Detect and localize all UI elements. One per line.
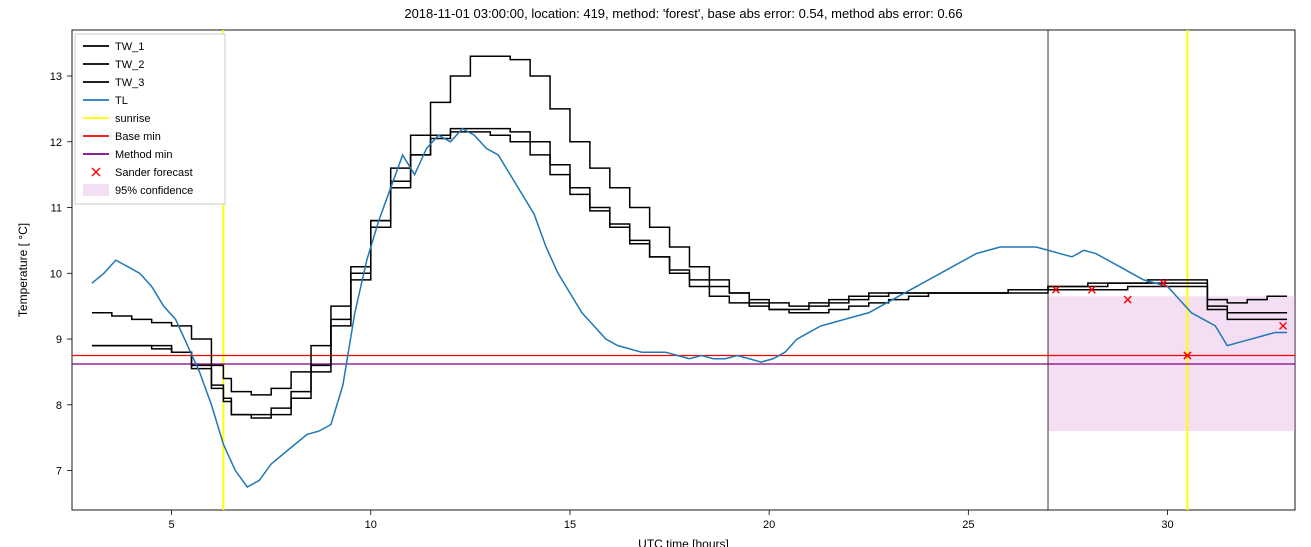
x-tick-label: 10 [365,519,377,531]
y-tick-label: 9 [56,334,62,346]
y-tick-label: 7 [56,466,62,478]
y-tick-label: 12 [50,137,62,149]
legend-label: TL [115,95,128,107]
legend-label: Method min [115,149,172,161]
legend-label: 95% confidence [115,185,193,197]
y-tick-label: 8 [56,400,62,412]
x-tick-label: 25 [962,519,974,531]
legend-label: TW_2 [115,59,144,71]
chart-title: 2018-11-01 03:00:00, location: 419, meth… [404,6,962,21]
x-tick-label: 15 [564,519,576,531]
legend-label: Sander forecast [115,167,193,179]
legend-label: sunrise [115,113,150,125]
y-tick-label: 13 [50,71,62,83]
temperature-chart: 2018-11-01 03:00:00, location: 419, meth… [0,0,1311,547]
legend-label: TW_3 [115,77,144,89]
x-tick-label: 5 [169,519,175,531]
legend-label: Base min [115,131,161,143]
y-tick-label: 11 [51,203,62,215]
chart-container: 2018-11-01 03:00:00, location: 419, meth… [0,0,1311,547]
y-tick-label: 10 [50,268,62,280]
x-axis-label: UTC time [hours] [638,537,729,547]
legend-swatch [83,184,109,196]
x-tick-label: 30 [1161,519,1173,531]
legend-label: TW_1 [115,41,144,53]
y-axis-label: Temperature [ °C] [16,223,30,317]
x-tick-label: 20 [763,519,775,531]
